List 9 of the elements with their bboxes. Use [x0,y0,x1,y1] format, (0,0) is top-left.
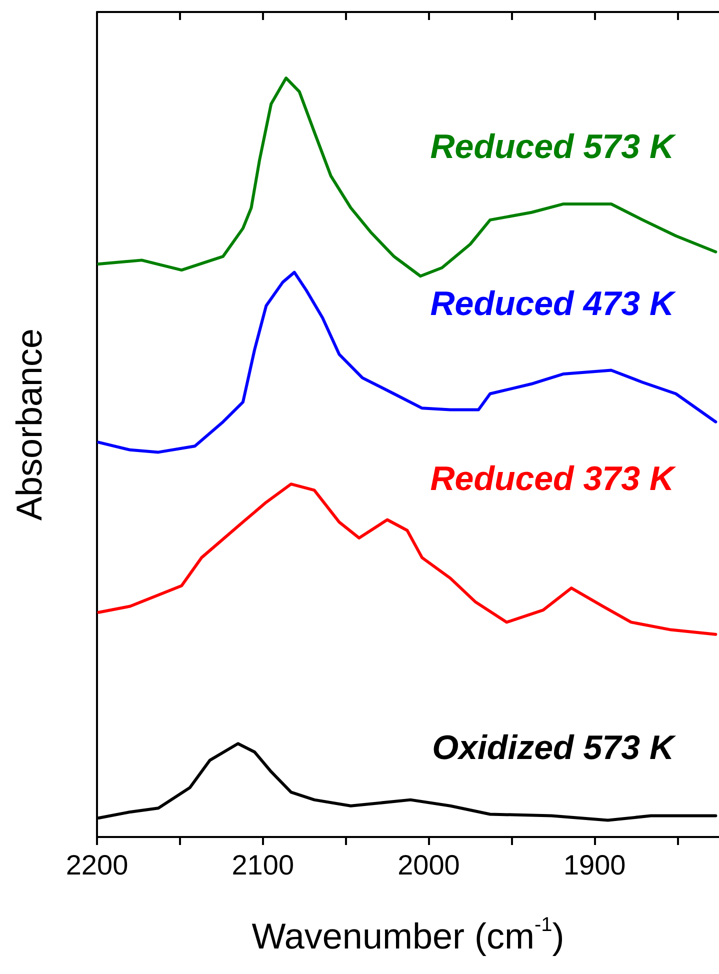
series-label: Reduced 373 K [430,460,676,498]
x-tick-label: 2100 [232,850,294,880]
series-label: Reduced 573 K [430,128,676,166]
x-tick-label: 2000 [398,850,460,880]
series-label: Reduced 473 K [430,285,676,323]
x-tick-label: 2200 [66,850,128,880]
series-label: Oxidized 573 K [432,729,676,767]
y-axis-title: Absorbance [8,328,50,521]
x-tick-label: 1900 [563,850,626,880]
